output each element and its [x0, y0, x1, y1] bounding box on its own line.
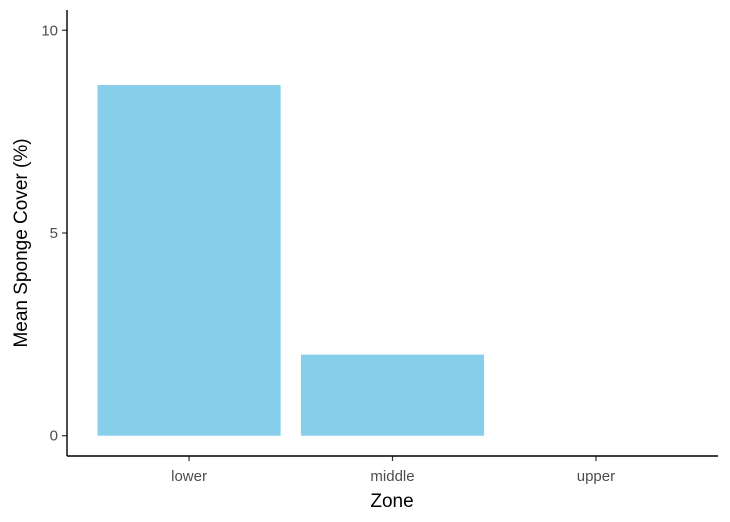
x-tick-label: lower — [171, 468, 207, 485]
bar-lower — [97, 85, 281, 436]
bar-middle — [300, 354, 485, 436]
x-axis-ticks: lower middle upper — [171, 456, 615, 485]
y-axis-title: Mean Sponge Cover (%) — [11, 138, 32, 347]
y-tick-label: 0 — [50, 428, 58, 445]
bars-layer — [97, 85, 485, 436]
x-tick-label: middle — [370, 468, 414, 485]
y-tick-label: 10 — [41, 22, 58, 39]
y-axis-ticks: 0 5 10 — [41, 22, 67, 445]
x-axis-title: Zone — [370, 491, 413, 512]
y-tick-label: 5 — [50, 225, 58, 242]
x-tick-label: upper — [577, 468, 615, 485]
